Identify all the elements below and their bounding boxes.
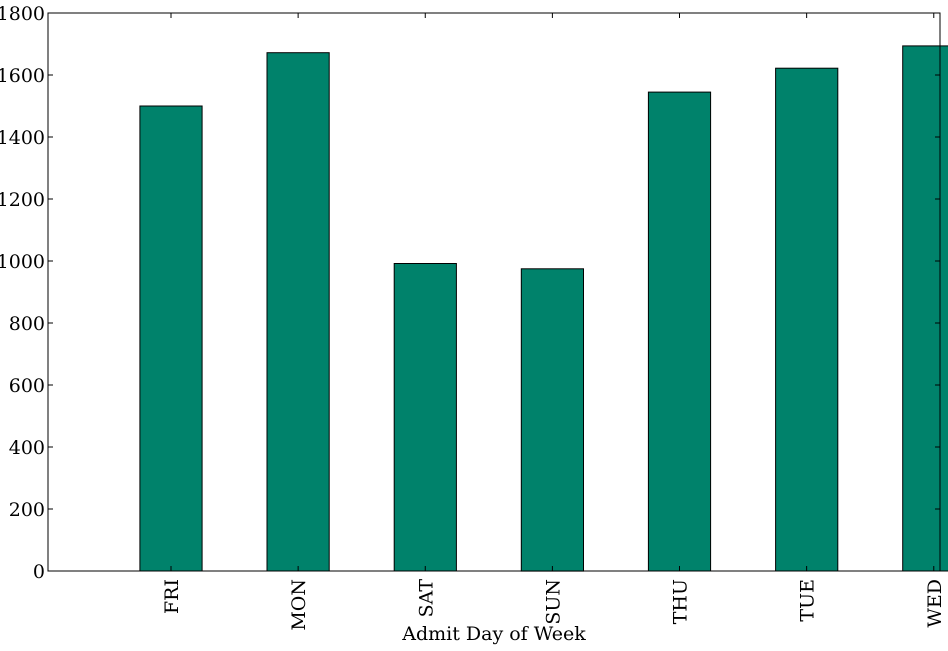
y-tick-label-1200: 1200 xyxy=(0,189,45,211)
bar-wed xyxy=(902,45,948,572)
bar-sun xyxy=(520,268,584,572)
y-tick-label-600: 600 xyxy=(9,375,45,397)
y-tick-label-800: 800 xyxy=(9,313,45,335)
y-tick-label-200: 200 xyxy=(9,499,45,521)
x-tick-labels: FRI MON SAT SUN THU TUE WED xyxy=(161,579,946,631)
ticks xyxy=(48,12,940,572)
x-axis-title: Admit Day of Week xyxy=(401,623,586,645)
bar-thu xyxy=(647,91,712,572)
x-tick-label-fri: FRI xyxy=(161,579,183,614)
y-tick-label-0: 0 xyxy=(33,561,45,583)
y-tick-label-1600: 1600 xyxy=(0,65,45,87)
x-tick-label-sat: SAT xyxy=(415,579,437,618)
bar-tue xyxy=(775,67,839,572)
bars xyxy=(139,45,948,572)
y-tick-label-1400: 1400 xyxy=(0,127,45,149)
x-tick-label-wed: WED xyxy=(924,579,946,628)
x-tick-label-tue: TUE xyxy=(797,579,819,622)
y-tick-label-1800: 1800 xyxy=(0,3,45,25)
x-tick-label-sun: SUN xyxy=(542,579,564,625)
plot-frame xyxy=(47,12,941,572)
y-tick-labels: 0 200 400 600 800 1000 1200 1400 1600 1800 xyxy=(0,3,45,583)
bar-fri xyxy=(139,105,203,572)
x-tick-label-mon: MON xyxy=(288,579,310,631)
bar-mon xyxy=(266,52,330,572)
y-tick-label-1000: 1000 xyxy=(0,251,45,273)
y-tick-label-400: 400 xyxy=(9,437,45,459)
x-tick-label-thu: THU xyxy=(670,579,692,624)
bar-sat xyxy=(393,263,457,572)
